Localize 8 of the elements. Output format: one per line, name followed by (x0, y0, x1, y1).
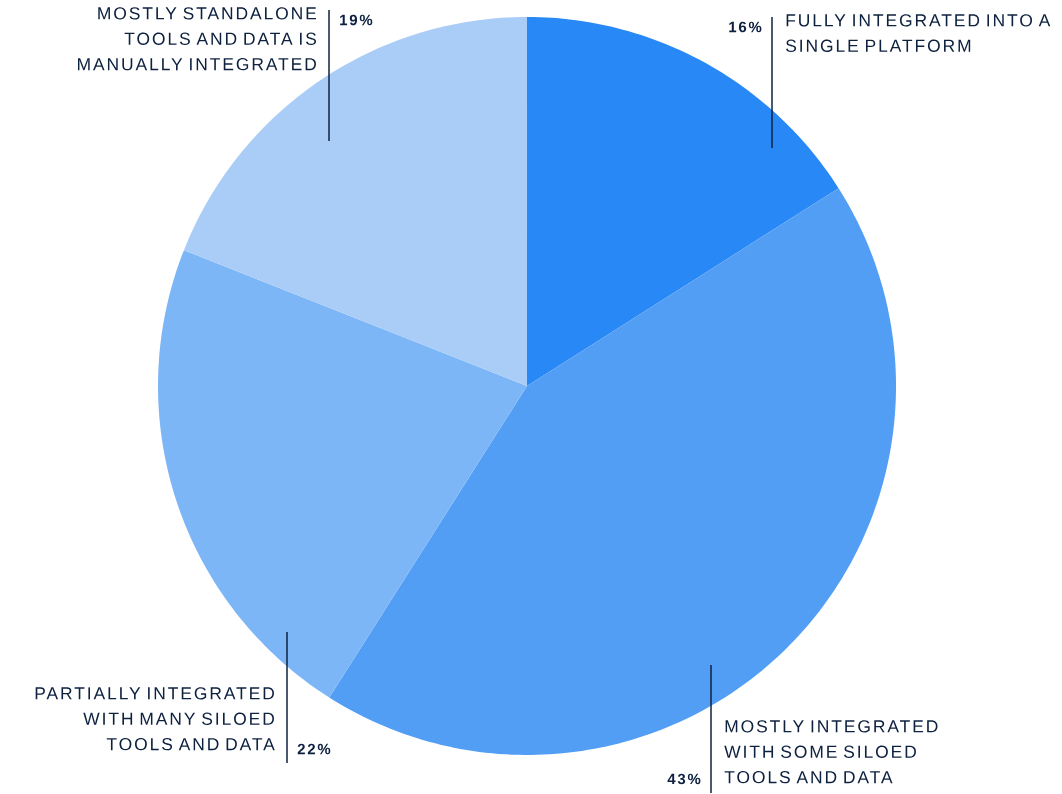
data-label: 16% (729, 21, 762, 33)
data-label: 22% (297, 743, 331, 755)
data-label: 19% (340, 14, 373, 26)
data-label: 43% (667, 773, 701, 785)
slice-label: MOSTLY STANDALONE TOOLS AND DATA IS MANUALLY INTEGRATED (77, 7, 317, 71)
slice-label: FULLY INTEGRATED INTO A SINGLE PLATFORM (786, 14, 1051, 52)
slice-label: MOSTLY INTEGRATED WITH SOME SILOED TOOLS AND DATA (724, 720, 938, 784)
slice-label: PARTIALLY INTEGRATED WITH MANY SILOED TOOLS AND DATA (35, 687, 275, 751)
